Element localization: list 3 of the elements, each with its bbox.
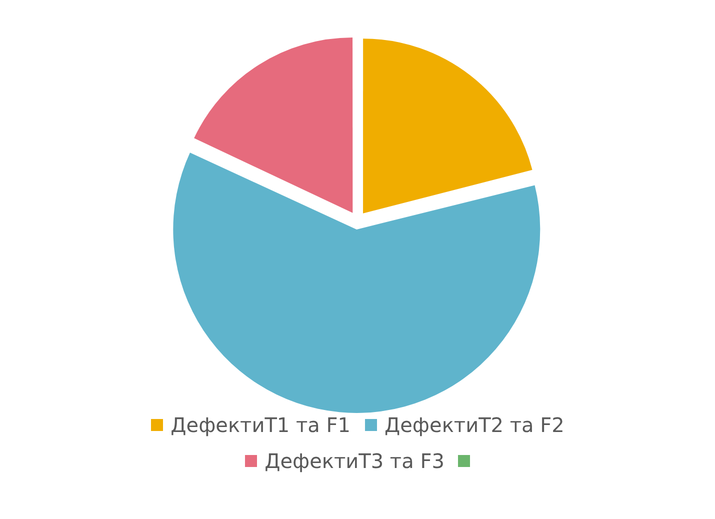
legend-label: ДефектиT3 та F3: [264, 449, 444, 473]
legend-label: ДефектиT2 та F2: [384, 413, 564, 437]
legend-label: ДефектиT1 та F1: [170, 413, 350, 437]
